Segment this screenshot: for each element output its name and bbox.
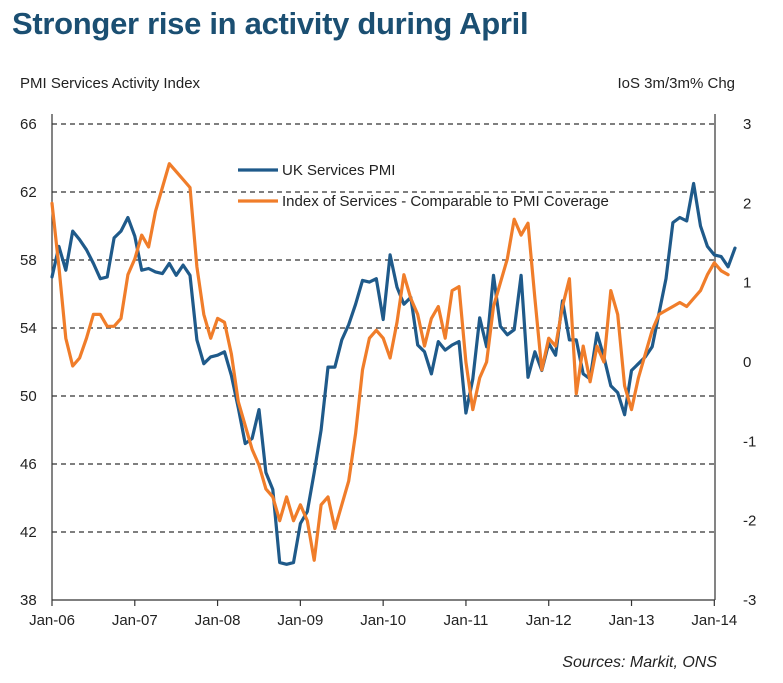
y-right-tick-label: 3	[743, 116, 751, 133]
x-tick-label: Jan-08	[195, 612, 241, 629]
x-tick-label: Jan-11	[444, 612, 489, 629]
y-left-tick-label: 42	[20, 524, 37, 541]
series-lines	[50, 162, 737, 566]
y-left-tick-label: 66	[20, 116, 37, 133]
x-tick-label: Jan-07	[112, 612, 158, 629]
y-left-tick-label: 38	[20, 592, 37, 609]
axes: 38 42 46 50 54 58 62 66 -3 -2 -1 0 1 2 3 Jan-06 Jan-07 Ja…	[20, 114, 756, 629]
y-left-tick-label: 58	[20, 252, 37, 269]
series-line-index-of-services	[50, 162, 730, 562]
x-tick-label: Jan-12	[526, 612, 572, 629]
x-tick-label: Jan-09	[277, 612, 323, 629]
y-right-tick-label: -3	[743, 592, 756, 609]
y-right-tick-label: 0	[743, 354, 751, 371]
y-right-tick-label: 1	[743, 275, 751, 292]
chart-title: Stronger rise in activity during April	[12, 6, 529, 41]
y-left-tick-label: 54	[20, 320, 37, 337]
y-left-tick-label: 46	[20, 456, 37, 473]
x-tick-label: Jan-13	[609, 612, 655, 629]
left-axis-title: PMI Services Activity Index	[20, 75, 201, 92]
y-right-tick-label: 2	[743, 195, 751, 212]
x-tick-label: Jan-14	[691, 612, 737, 629]
legend-label: Index of Services - Comparable to PMI Co…	[282, 193, 609, 210]
x-tick-label: Jan-10	[360, 612, 406, 629]
legend: UK Services PMI Index of Services - Compa…	[238, 162, 609, 210]
source-note: Sources: Markit, ONS	[562, 654, 717, 671]
legend-label: UK Services PMI	[282, 162, 395, 179]
y-right-tick-label: -1	[743, 433, 756, 450]
right-axis-title: IoS 3m/3m% Chg	[617, 75, 735, 92]
series-line-uk-services-pmi	[50, 181, 737, 566]
y-left-tick-label: 50	[20, 388, 37, 405]
y-left-tick-label: 62	[20, 184, 37, 201]
x-tick-label: Jan-06	[29, 612, 75, 629]
y-right-tick-label: -2	[743, 513, 756, 530]
gridlines	[52, 123, 715, 533]
